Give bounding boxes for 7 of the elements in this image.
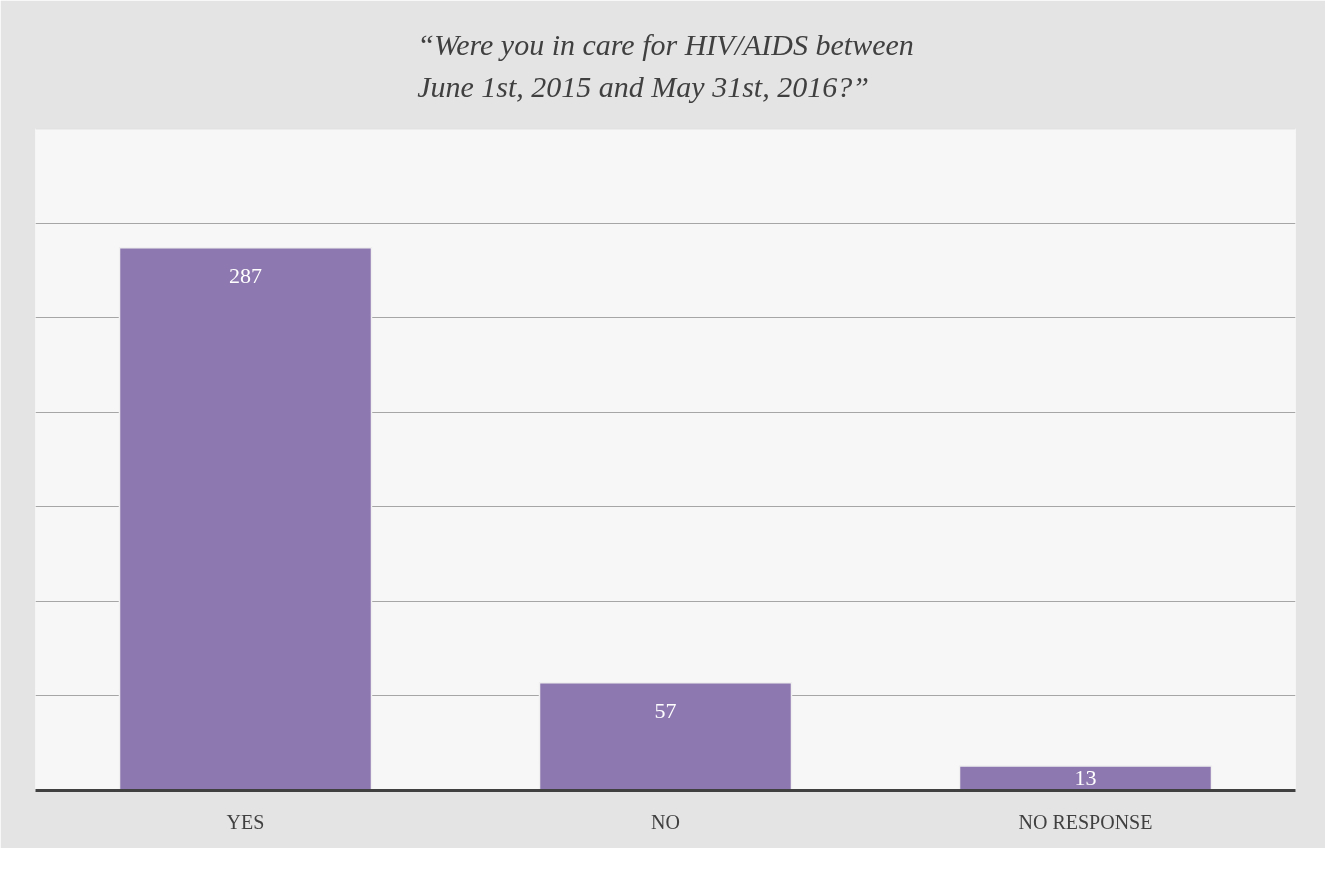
- x-tick-label: YES: [226, 810, 265, 833]
- chart-title: “Were you in care for HIV/AIDS between June 1st, 2015 and May 31st, 2016?”: [417, 28, 914, 103]
- data-label: 287: [229, 262, 262, 288]
- data-label: 13: [1074, 765, 1097, 791]
- data-label: 57: [654, 697, 677, 723]
- x-tick-label: NO: [651, 810, 680, 833]
- x-tick-label: NO RESPONSE: [1018, 810, 1153, 833]
